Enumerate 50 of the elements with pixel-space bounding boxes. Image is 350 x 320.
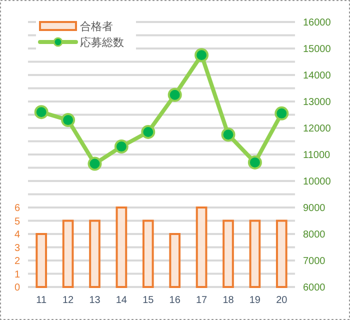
x-tick-label: 12	[62, 295, 74, 306]
y2-tick-label: 6000	[303, 282, 326, 294]
point	[194, 48, 209, 62]
point	[168, 88, 182, 102]
y2-tick-label: 13000	[303, 97, 332, 108]
point	[114, 140, 128, 154]
y2-tick-label: 10000	[303, 176, 332, 188]
x-tick-label: 17	[196, 295, 208, 306]
y-tick-label: 6	[14, 203, 20, 214]
y2-tick-label: 9000	[303, 203, 326, 214]
bar	[36, 233, 48, 288]
bar	[62, 220, 74, 288]
bar	[249, 220, 261, 288]
point	[34, 105, 48, 120]
x-tick-label: 13	[89, 295, 101, 306]
bar	[196, 206, 208, 288]
x-tick-label: 20	[276, 295, 288, 306]
x-tick-label: 11	[36, 295, 47, 306]
y-tick-label: 5	[14, 216, 20, 228]
y-tick-label: 2	[14, 256, 20, 267]
y2-tick-label: 14000	[303, 70, 332, 82]
x-tick-label: 14	[116, 295, 128, 306]
y2-tick-label: 12000	[303, 124, 332, 134]
bar	[169, 233, 181, 288]
x-tick-label: 15	[142, 295, 154, 306]
x-tick-label: 16	[169, 295, 181, 306]
y-tick-label: 1	[14, 269, 20, 280]
y2-tick-label: 7000	[303, 256, 326, 267]
x-tick-label: 19	[249, 295, 261, 306]
point	[141, 124, 156, 139]
y2-tick-label: 15000	[303, 44, 332, 55]
y-tick-label: 0	[14, 282, 20, 294]
point	[248, 155, 262, 170]
y2-tick-label: 8000	[303, 230, 326, 240]
point	[88, 156, 102, 171]
y-tick-label: 4	[14, 230, 20, 240]
y2-tick-label: 11000	[303, 150, 331, 161]
bar	[276, 220, 288, 288]
point	[274, 106, 289, 120]
point	[221, 128, 236, 142]
bar	[222, 220, 234, 288]
legend-label: 応募総数	[80, 36, 124, 49]
y-tick-label: 3	[14, 242, 20, 254]
bar	[116, 206, 128, 288]
legend-label: 合格者	[80, 20, 113, 33]
bar	[142, 220, 154, 288]
bar	[89, 220, 100, 288]
x-tick-label: 18	[222, 295, 234, 306]
y2-tick-label: 16000	[303, 18, 332, 28]
point	[61, 113, 76, 128]
